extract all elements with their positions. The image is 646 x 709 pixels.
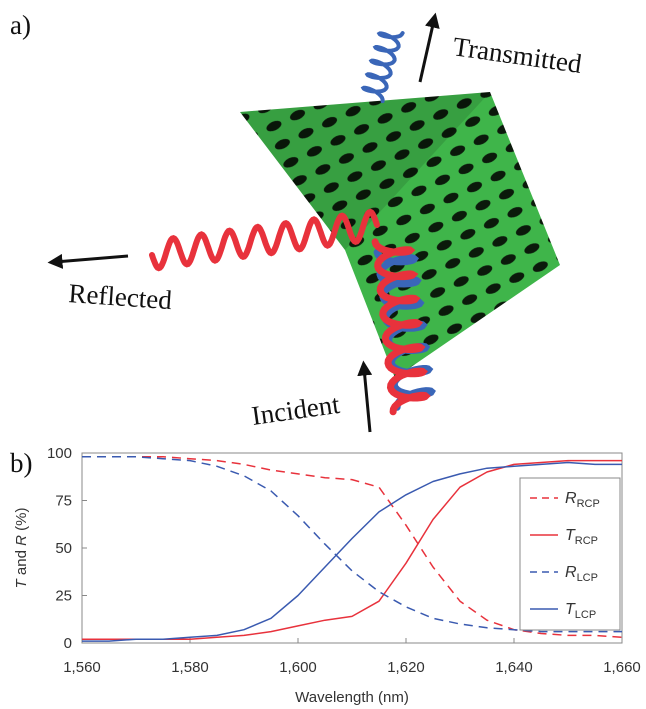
label-incident: Incident [250, 389, 342, 431]
x-tick-label: 1,660 [603, 659, 641, 676]
x-tick-label: 1,620 [387, 659, 425, 676]
label-transmitted: Transmitted [451, 31, 584, 79]
x-axis-title: Wavelength (nm) [295, 689, 409, 706]
label-reflected: Reflected [68, 278, 174, 315]
legend-label: RLCP [565, 564, 598, 584]
series-line [82, 461, 622, 642]
legend-label: RRCP [565, 490, 600, 510]
panel-label: b) [10, 448, 33, 478]
y-tick-label: 25 [55, 588, 72, 605]
x-tick-label: 1,640 [495, 659, 533, 676]
wave [149, 208, 380, 272]
arrow [357, 360, 373, 433]
panel-label: a) [10, 10, 31, 40]
helix [360, 31, 405, 104]
helix [371, 238, 431, 416]
series-line [82, 456, 623, 639]
x-tick-label: 1,580 [171, 659, 209, 676]
arrow [47, 253, 129, 269]
y-tick-label: 100 [47, 445, 72, 462]
prism [240, 92, 560, 378]
legend-label: TLCP [565, 601, 596, 621]
x-tick-label: 1,560 [63, 659, 101, 676]
diagram [47, 12, 560, 433]
series-line [82, 456, 622, 633]
y-axis-title: T and R (%) [13, 508, 30, 589]
y-tick-label: 0 [64, 635, 72, 652]
arrow [418, 12, 440, 83]
prism-face [240, 92, 490, 250]
y-tick-label: 50 [55, 540, 72, 557]
legend-label: TRCP [565, 527, 598, 547]
x-tick-label: 1,600 [279, 659, 317, 676]
legend-box [519, 477, 621, 631]
y-tick-label: 75 [55, 493, 72, 510]
